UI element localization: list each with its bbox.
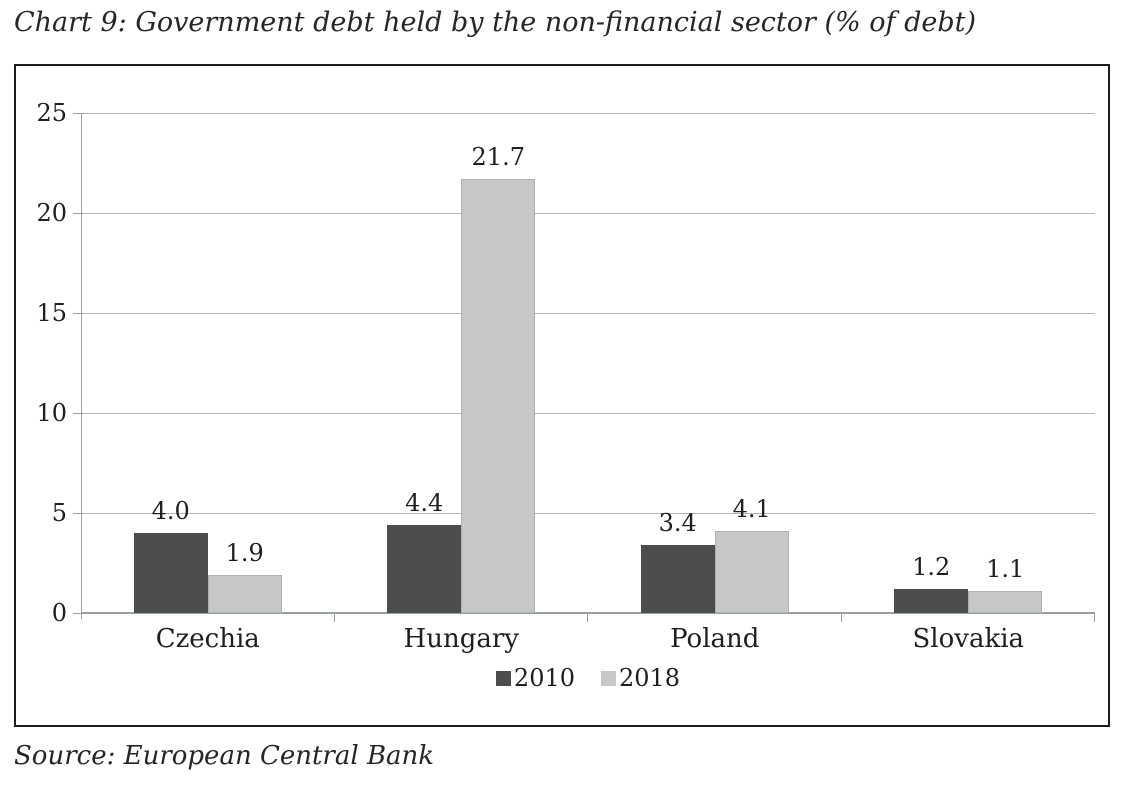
y-axis-line bbox=[81, 113, 82, 619]
legend-item-2018: 2018 bbox=[601, 664, 680, 692]
x-axis-tick bbox=[1094, 613, 1095, 622]
legend-swatch-2018 bbox=[601, 670, 616, 686]
category-label-poland: Poland bbox=[670, 624, 760, 654]
x-axis-line bbox=[81, 612, 1095, 614]
y-axis-tick bbox=[73, 312, 84, 314]
x-axis-tick bbox=[840, 613, 842, 622]
legend-label-2018: 2018 bbox=[619, 664, 681, 692]
gridline bbox=[81, 112, 1095, 114]
y-axis-tick bbox=[73, 612, 84, 614]
y-tick-label: 0 bbox=[51, 599, 67, 627]
bar-value-label: 4.4 bbox=[405, 489, 444, 517]
y-tick-label: 5 bbox=[51, 499, 67, 527]
y-tick-label: 25 bbox=[36, 99, 67, 127]
y-tick-label: 20 bbox=[36, 199, 67, 227]
bar-value-label: 4.1 bbox=[732, 495, 771, 523]
source-note: Source: European Central Bank bbox=[14, 741, 435, 771]
x-axis-tick bbox=[587, 613, 588, 622]
figure-title: Chart 9: Government debt held by the non… bbox=[14, 7, 977, 38]
category-label-czechia: Czechia bbox=[155, 624, 260, 654]
bar-value-label: 1.2 bbox=[912, 553, 951, 581]
bar-value-label: 1.1 bbox=[986, 555, 1025, 583]
bar-2010-poland bbox=[640, 545, 715, 613]
bar-2018-hungary bbox=[461, 179, 536, 613]
x-axis-tick bbox=[333, 613, 335, 622]
y-tick-label: 15 bbox=[36, 299, 67, 327]
category-label-slovakia: Slovakia bbox=[912, 624, 1025, 654]
legend-item-2010: 2010 bbox=[495, 664, 575, 692]
bar-2018-czechia bbox=[207, 575, 282, 613]
bar-value-label: 1.9 bbox=[225, 539, 264, 567]
bar-2010-czechia bbox=[133, 533, 208, 613]
gridline bbox=[81, 412, 1095, 414]
bar-value-label: 3.4 bbox=[658, 509, 697, 537]
bar-value-label: 21.7 bbox=[471, 143, 525, 171]
bar-2010-hungary bbox=[387, 525, 462, 613]
bar-2018-poland bbox=[714, 531, 789, 613]
bar-2018-slovakia bbox=[968, 591, 1043, 613]
category-label-hungary: Hungary bbox=[403, 624, 519, 654]
gridline bbox=[81, 312, 1095, 314]
gridline bbox=[81, 212, 1095, 214]
bar-2010-slovakia bbox=[894, 589, 969, 613]
legend-label-2010: 2010 bbox=[513, 664, 575, 692]
y-axis-tick bbox=[73, 412, 84, 414]
legend: 2010 2018 bbox=[81, 664, 1095, 692]
y-tick-label: 10 bbox=[36, 399, 67, 427]
legend-swatch-2010 bbox=[495, 670, 511, 686]
y-axis-tick bbox=[73, 212, 84, 214]
plot-area: 0 5 10 15 20 25 4.0 4.4 3.4 1.2 1.9 21.7 4.1 1.1 Czech… bbox=[36, 99, 1095, 692]
chart-box: 0 5 10 15 20 25 4.0 4.4 3.4 1.2 1.9 21.7 4.1 1.1 Czech… bbox=[14, 64, 1110, 727]
y-axis-tick bbox=[73, 112, 84, 114]
y-axis-tick bbox=[73, 512, 84, 514]
gridline bbox=[81, 512, 1095, 514]
bar-value-label: 4.0 bbox=[151, 497, 190, 525]
